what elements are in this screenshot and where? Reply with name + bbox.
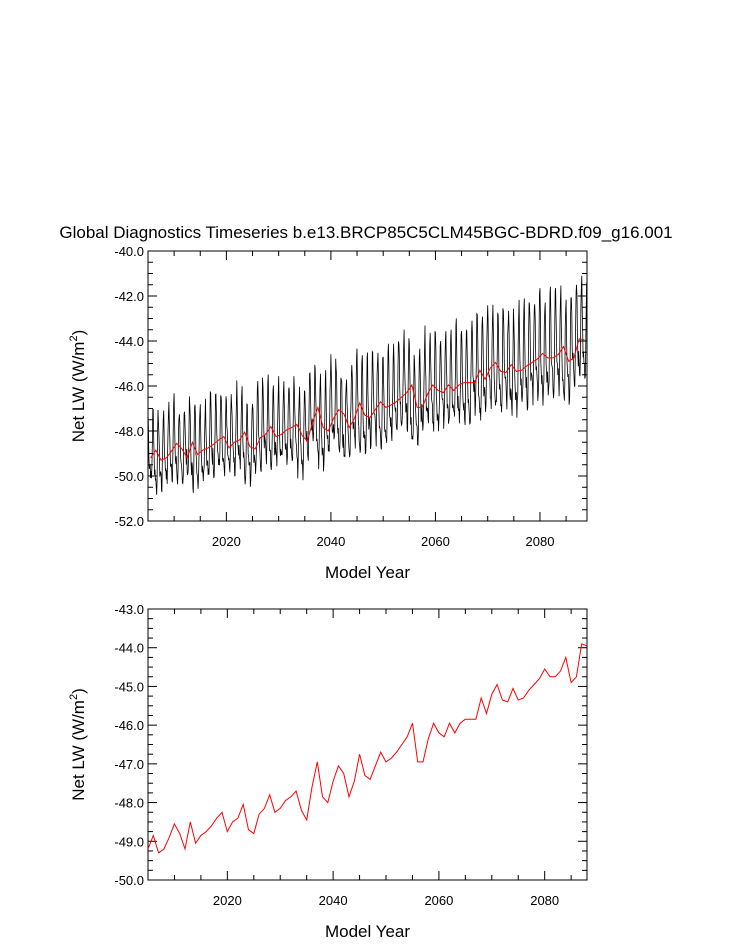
y-axis-label-main: Net LW (W/m: [69, 700, 88, 801]
y-tick-label: -45.0: [114, 679, 144, 694]
x-tick-label: 2020: [213, 893, 242, 908]
series-annual-line-bottom: [148, 643, 587, 854]
y-tick-label: -50.0: [114, 873, 144, 888]
y-tick-label: -40.0: [114, 244, 144, 259]
x-tick-label: 2040: [316, 534, 345, 549]
top-plot-data: [148, 275, 587, 495]
y-tick-label: -43.0: [114, 602, 144, 617]
x-tick-label: 2080: [526, 534, 555, 549]
y-tick-label: -46.0: [114, 718, 144, 733]
y-tick-label: -50.0: [114, 469, 144, 484]
x-axis-label: Model Year: [325, 563, 410, 582]
series-annual-line-top: [150, 338, 585, 461]
x-tick-label: 2080: [530, 893, 559, 908]
top-plot: 2020 2040 2060 2080 -52.0 -50.0 -48.0 -46.0 -44.…: [68, 244, 588, 582]
bottom-plot: 2020 2040 2060 2080 -50.0 -49.0 -48.0 -47.0 -46.…: [68, 602, 588, 941]
figure-title: Global Diagnostics Timeseries b.e13.BRCP…: [59, 223, 672, 242]
x-axis-label: Model Year: [325, 922, 410, 941]
y-tick-label: -47.0: [114, 757, 144, 772]
y-axis-label: Net LW (W/m2): [68, 688, 88, 801]
y-axis-label: Net LW (W/m2): [68, 330, 88, 443]
y-tick-label: -48.0: [114, 424, 144, 439]
x-tick-label: 2060: [421, 534, 450, 549]
bottom-plot-data: [148, 643, 587, 854]
y-tick-label: -52.0: [114, 514, 144, 529]
y-tick-label: -44.0: [114, 334, 144, 349]
x-tick-label: 2040: [319, 893, 348, 908]
y-axis-label-main: Net LW (W/m: [69, 342, 88, 443]
y-axis-label-end: ): [69, 688, 88, 694]
y-axis-label-sup: 2: [68, 694, 80, 700]
x-tick-label: 2020: [212, 534, 241, 549]
y-tick-label: -46.0: [114, 379, 144, 394]
y-axis-label-end: ): [69, 330, 88, 336]
y-axis-label-sup: 2: [68, 335, 80, 341]
y-tick-label: -44.0: [114, 641, 144, 656]
y-tick-label: -48.0: [114, 796, 144, 811]
x-tick-label: 2060: [424, 893, 453, 908]
plot-frame-1: [147, 608, 588, 881]
y-tick-label: -49.0: [114, 834, 144, 849]
series-monthly-line: [148, 275, 587, 495]
y-tick-label: -42.0: [114, 289, 144, 304]
